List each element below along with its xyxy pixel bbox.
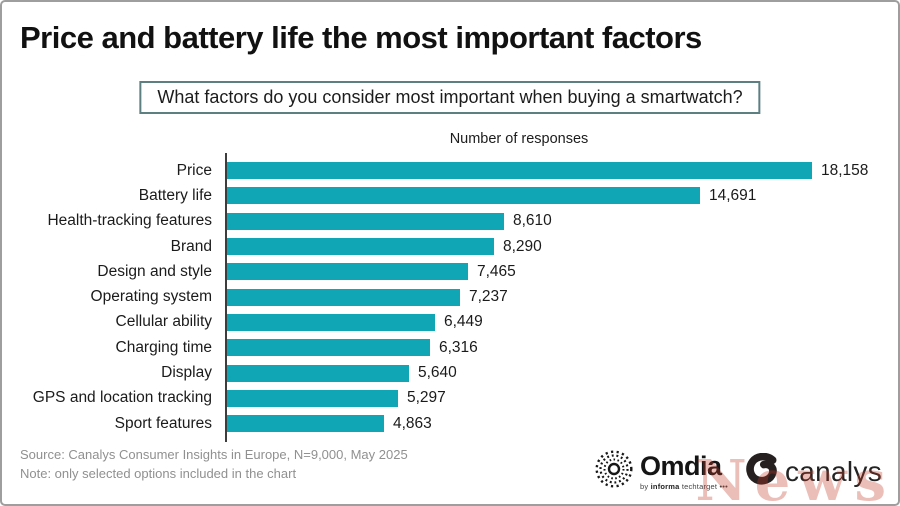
y-axis-line <box>225 153 227 442</box>
bar <box>227 187 700 205</box>
value-label: 18,158 <box>821 161 869 179</box>
bar-track: 14,691 <box>227 187 756 205</box>
canalys-swoosh-icon <box>746 452 778 490</box>
bar-track: 6,316 <box>227 339 478 357</box>
value-label: 14,691 <box>709 186 757 204</box>
category-label: Battery life <box>138 186 212 204</box>
bar <box>227 288 460 306</box>
omdia-rings-icon <box>594 449 634 494</box>
canalys-wordmark: canalys <box>784 455 882 487</box>
value-label: 7,465 <box>477 262 516 280</box>
chart-row: Cellular ability 6,449 <box>2 310 898 335</box>
category-label: Design and style <box>97 262 212 280</box>
bar <box>227 415 384 433</box>
category-label: Charging time <box>115 338 213 356</box>
bar <box>227 364 409 382</box>
source-text: Source: Canalys Consumer Insights in Eur… <box>20 447 408 462</box>
note-text: Note: only selected options included in … <box>20 465 297 481</box>
value-label: 6,449 <box>444 313 483 331</box>
chart-row: GPS and location tracking 5,297 <box>2 386 898 411</box>
bar <box>227 263 468 281</box>
chart-row: Brand 8,290 <box>2 234 898 259</box>
omdia-tagline: by informa techtarget ••• <box>640 481 728 491</box>
chart-rows: Price 18,158 Battery life 14,691 Health-trac… <box>2 158 898 436</box>
question-box: What factors do you consider most import… <box>139 81 761 114</box>
bar-track: 8,610 <box>227 212 552 230</box>
bar <box>227 238 494 256</box>
bar-track: 18,158 <box>227 162 868 180</box>
footer-text: Source: Canalys Consumer Insights in Eur… <box>20 446 408 483</box>
value-label: 4,863 <box>393 414 432 432</box>
page-title: Price and battery life the most importan… <box>20 20 702 55</box>
category-label: Display <box>161 364 212 382</box>
bar-chart: Price 18,158 Battery life 14,691 Health-trac… <box>2 153 898 442</box>
bar-track: 7,465 <box>227 263 516 281</box>
canalys-logo: canalys <box>746 452 882 490</box>
omdia-logo: Omdia by informa techtarget ••• <box>594 449 728 494</box>
bar <box>227 339 430 357</box>
bar-track: 7,237 <box>227 288 508 306</box>
bar <box>227 313 435 331</box>
bar <box>227 389 398 407</box>
bar <box>227 212 504 230</box>
chart-row: Sport features 4,863 <box>2 411 898 436</box>
bar-track: 5,640 <box>227 364 457 382</box>
category-label: Cellular ability <box>115 313 212 331</box>
omdia-text: Omdia by informa techtarget ••• <box>640 450 728 491</box>
value-label: 7,237 <box>469 288 508 306</box>
bar-track: 8,290 <box>227 238 542 256</box>
category-label: Health-tracking features <box>47 212 212 230</box>
value-label: 8,290 <box>503 237 542 255</box>
chart-row: Battery life 14,691 <box>2 183 898 208</box>
category-label: Price <box>176 161 212 179</box>
chart-row: Price 18,158 <box>2 158 898 183</box>
value-label: 5,640 <box>418 364 457 382</box>
chart-row: Operating system 7,237 <box>2 284 898 309</box>
chart-row: Charging time 6,316 <box>2 335 898 360</box>
category-label: Operating system <box>90 288 212 306</box>
chart-row: Health-tracking features 8,610 <box>2 209 898 234</box>
question-text: What factors do you consider most import… <box>157 87 743 107</box>
value-label: 5,297 <box>407 389 446 407</box>
footer-logos: Omdia by informa techtarget ••• canalys <box>594 449 882 494</box>
chart-row: Display 5,640 <box>2 360 898 385</box>
omdia-wordmark: Omdia <box>640 450 722 481</box>
bar-track: 4,863 <box>227 415 432 433</box>
value-label: 8,610 <box>513 212 552 230</box>
chart-row: Design and style 7,465 <box>2 259 898 284</box>
chart-axis-title: Number of responses <box>449 131 589 147</box>
bar <box>227 162 812 180</box>
bar-track: 6,449 <box>227 313 483 331</box>
bar-track: 5,297 <box>227 389 446 407</box>
category-label: Sport features <box>114 414 212 432</box>
category-label: Brand <box>170 237 212 255</box>
category-label: GPS and location tracking <box>32 389 212 407</box>
value-label: 6,316 <box>439 338 478 356</box>
